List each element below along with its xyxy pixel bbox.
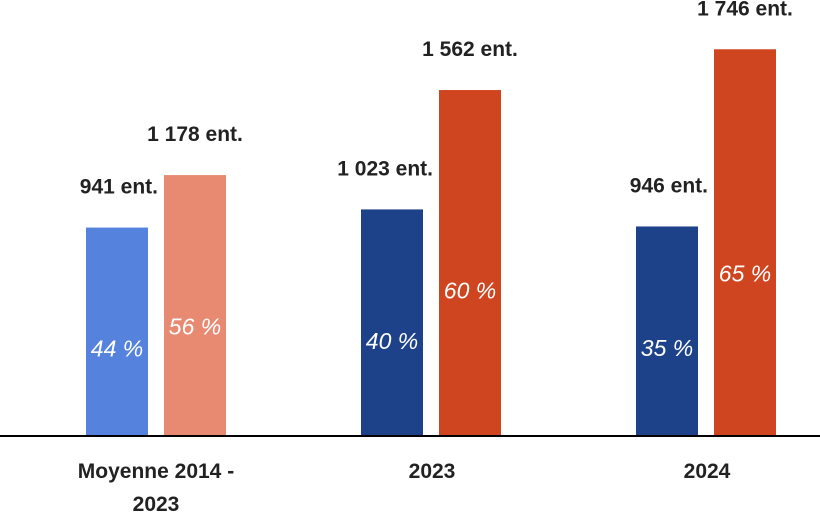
bar-s1-c2	[361, 209, 423, 436]
value-label-s2-c2: 1 562 ent.	[422, 38, 518, 61]
share-label-s2-c2: 60 %	[444, 278, 496, 304]
share-label-s1-c3: 35 %	[641, 335, 693, 361]
value-label-s2-c3: 1 746 ent.	[697, 0, 793, 20]
category-label-c1-line1: Moyenne 2014 -	[78, 460, 234, 483]
bar-s2-c3	[714, 49, 776, 436]
bar-s2-c2	[439, 90, 501, 436]
share-label-s1-c2: 40 %	[366, 328, 418, 354]
bar-s2-c1	[164, 175, 226, 436]
bar-s1-c3	[636, 226, 698, 436]
category-label-c1-line2: 2023	[133, 493, 180, 516]
category-label-c2-line1: 2023	[409, 460, 456, 483]
bar-s1-c1	[86, 228, 148, 436]
category-label-c3-line1: 2024	[684, 460, 731, 483]
value-label-s1-c2: 1 023 ent.	[337, 157, 433, 180]
share-label-s2-c3: 65 %	[719, 261, 771, 287]
share-label-s2-c1: 56 %	[169, 313, 221, 339]
value-label-s1-c1: 941 ent.	[80, 176, 158, 199]
value-label-s2-c1: 1 178 ent.	[147, 123, 243, 146]
share-label-s1-c1: 44 %	[91, 335, 143, 361]
bars-layer	[86, 49, 776, 436]
value-label-s1-c3: 946 ent.	[630, 174, 708, 197]
